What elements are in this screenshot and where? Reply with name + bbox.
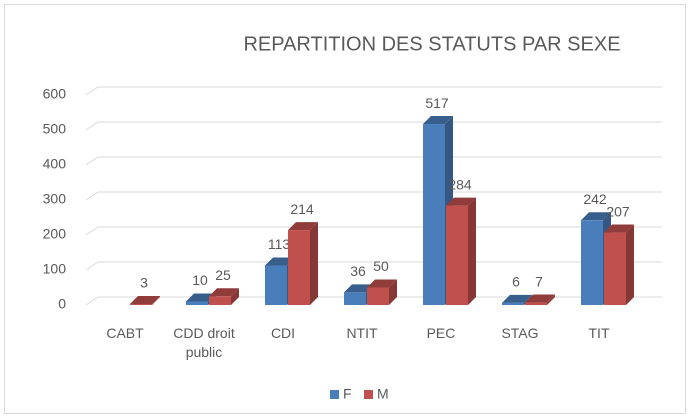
data-label: 113 (268, 236, 291, 252)
data-label: 6 (512, 274, 520, 290)
y-tick-label: 0 (58, 296, 66, 312)
bar-front (423, 124, 445, 305)
data-label: 25 (215, 267, 231, 283)
bar-front (209, 296, 231, 305)
data-label: 242 (583, 191, 607, 207)
x-tick-label: CDI (270, 325, 296, 341)
bar-side (626, 224, 634, 305)
grid-line (85, 191, 662, 201)
legend-swatch (364, 390, 373, 399)
bar-front (502, 302, 524, 305)
data-label: 50 (373, 258, 389, 274)
bar-top (288, 222, 318, 231)
data-label: 207 (606, 203, 630, 219)
x-tick-label: CABT (106, 325, 144, 341)
data-label: 7 (535, 273, 543, 289)
data-label: 284 (448, 176, 472, 192)
y-tick-label: 400 (43, 156, 67, 172)
bar (209, 288, 239, 305)
bar-side (152, 295, 160, 305)
data-label: 3 (140, 275, 148, 291)
bar-front (525, 302, 547, 305)
grid-line (85, 156, 662, 166)
chart-border (4, 4, 686, 414)
data-label: 517 (425, 95, 449, 111)
bar-top (604, 224, 634, 233)
y-tick-label: 300 (43, 191, 67, 207)
bar-front (344, 292, 366, 305)
grid-line (85, 86, 662, 96)
y-tick-label: 600 (43, 86, 67, 102)
legend-label: M (377, 386, 389, 402)
bar-top (525, 294, 555, 303)
bar-front (186, 301, 208, 305)
bar-side (231, 288, 239, 305)
grid-line (85, 121, 662, 131)
chart-title: REPARTITION DES STATUTS PAR SEXE (243, 33, 620, 55)
legend-swatch (330, 390, 339, 399)
x-tick-label: STAG (501, 325, 539, 341)
y-tick-label: 100 (43, 261, 67, 277)
bar-front (604, 232, 626, 305)
bar-front (288, 230, 310, 305)
bar (604, 224, 634, 305)
data-label: 36 (350, 263, 366, 279)
bar-top (502, 294, 532, 303)
bar-top (186, 293, 216, 302)
y-tick-label: 500 (43, 121, 67, 137)
bar (446, 197, 476, 305)
x-tick-label: CDD droit public (173, 325, 235, 360)
bar (130, 295, 160, 305)
data-label: 214 (290, 201, 314, 217)
x-tick-label: NTIT (346, 325, 378, 341)
bar-top (344, 284, 374, 293)
x-tick-label: TIT (588, 325, 610, 341)
bar-top (265, 257, 295, 266)
bar-side (468, 197, 476, 305)
bar (288, 222, 318, 305)
bar-front (265, 265, 287, 305)
bar-front (581, 220, 603, 305)
data-label: 10 (192, 272, 208, 288)
bar-front (367, 287, 389, 305)
bar-top (367, 279, 397, 288)
bar-top (209, 288, 239, 297)
bar-front (130, 303, 152, 305)
bar-front (446, 205, 468, 305)
legend-label: F (343, 386, 352, 402)
bar (525, 294, 555, 305)
bar (367, 279, 397, 305)
bar-top (446, 197, 476, 206)
bar-top (581, 212, 611, 221)
bar-side (310, 222, 318, 305)
y-tick-label: 200 (43, 226, 67, 242)
bar-side (389, 279, 397, 305)
x-tick-label: PEC (426, 325, 456, 341)
bar-top (423, 116, 453, 125)
bar-side (547, 294, 555, 305)
bar-top (130, 295, 160, 304)
